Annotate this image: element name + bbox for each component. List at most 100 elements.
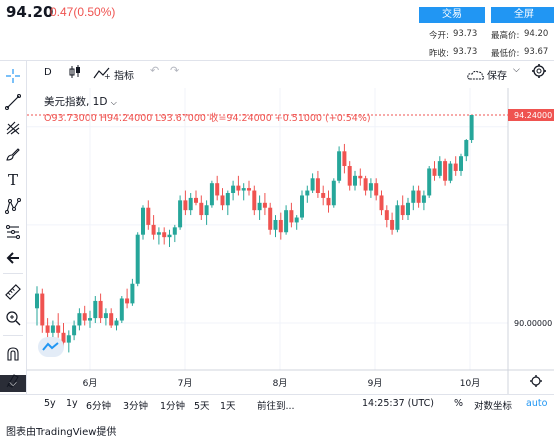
candle-body [172, 227, 177, 235]
candle-body [194, 197, 198, 203]
zoom-in-icon[interactable] [0, 306, 26, 330]
candle [209, 180, 214, 208]
candle [109, 308, 114, 328]
percent-scale-toggle[interactable]: % [454, 398, 464, 409]
undo-icon[interactable]: ↶ [150, 64, 160, 77]
candle-body [40, 293, 45, 326]
text-tool-icon[interactable]: T [7, 171, 18, 189]
pitchfork-tool-icon[interactable] [0, 116, 26, 140]
candle-body [215, 183, 220, 196]
candle-body [167, 234, 172, 238]
trend-line-tool-icon[interactable] [0, 90, 26, 114]
save-dropdown-chevron-icon[interactable]: ⌵ [513, 65, 520, 75]
candle-body [448, 163, 453, 181]
candle-body [289, 210, 294, 223]
candle [194, 190, 198, 206]
candle [411, 185, 416, 211]
pattern-tool-icon[interactable] [0, 194, 26, 218]
symbol-legend[interactable]: 美元指数, 1D ⌵ [44, 94, 117, 109]
range-6min-button[interactable]: 6分钟 [86, 401, 112, 412]
time-axis-label: 6月 [83, 378, 98, 389]
candle-body [204, 205, 209, 216]
collapse-chevron-down-icon[interactable]: ⌵ [0, 375, 26, 392]
candle [432, 161, 437, 181]
fullscreen-button[interactable]: 全屏 [491, 7, 554, 23]
candle-body [162, 232, 167, 238]
candle [331, 178, 336, 208]
brush-tool-icon[interactable] [0, 142, 26, 166]
magnet-icon[interactable] [0, 342, 26, 366]
price-chart[interactable]: 6月 7月 8月 9月 10月 94.24000 90.00000 [0, 88, 554, 394]
candle [268, 202, 273, 235]
range-1y-button[interactable]: 1y [66, 398, 78, 409]
range-5d-button[interactable]: 5天 [194, 401, 210, 412]
candle-body [294, 217, 299, 223]
stat-prev-close-value: 93.73 [453, 47, 478, 57]
candle-body [178, 200, 183, 228]
log-scale-toggle[interactable]: 对数坐标 [474, 401, 513, 412]
candle-body [35, 293, 39, 309]
candle-body [347, 166, 352, 186]
candle [400, 195, 405, 220]
candle-style-icon[interactable] [68, 64, 82, 80]
goto-date-button[interactable]: 前往到... [257, 401, 295, 412]
redo-icon[interactable]: ↷ [170, 64, 180, 77]
candle-body [459, 156, 463, 171]
candle [374, 178, 379, 201]
prediction-tool-icon[interactable] [0, 220, 26, 244]
candle [294, 215, 299, 230]
candle [183, 190, 188, 216]
back-arrow-icon[interactable] [0, 246, 26, 270]
candle [220, 188, 225, 211]
legend-chevron-down-icon[interactable]: ⌵ [110, 98, 117, 107]
footer-credit[interactable]: 图表由TradingView提供 [6, 427, 117, 438]
candle [305, 185, 310, 203]
candle-body [98, 300, 103, 319]
candle [77, 308, 82, 331]
range-1min-button[interactable]: 1分钟 [160, 401, 186, 412]
clock-timezone[interactable]: 14:25:37 (UTC) [362, 398, 434, 409]
indicators-icon[interactable]: + [93, 65, 111, 81]
candle [247, 180, 251, 196]
range-3min-button[interactable]: 3分钟 [123, 401, 149, 412]
candle-body [284, 210, 289, 233]
trade-button[interactable]: 交易 [419, 7, 485, 23]
range-5y-button[interactable]: 5y [44, 398, 56, 409]
candle-body [125, 298, 130, 304]
candle-body [225, 193, 230, 206]
candle-body [257, 202, 262, 211]
indicators-button[interactable]: 指标 [114, 71, 134, 82]
candle [427, 166, 432, 198]
candle [35, 286, 39, 326]
candle-body [464, 140, 469, 157]
cloud-save-icon[interactable] [466, 66, 486, 80]
settings-gear-icon[interactable] [531, 63, 547, 79]
stat-high-label: 最高价: [491, 31, 520, 41]
candle-body [135, 234, 140, 284]
candle [395, 200, 400, 233]
candle-body [368, 183, 373, 191]
ruler-tool-icon[interactable] [0, 280, 26, 304]
tradingview-logo-icon[interactable] [38, 337, 64, 357]
save-button[interactable]: 保存 [487, 71, 507, 82]
candle [416, 185, 421, 208]
range-1d-button[interactable]: 1天 [220, 401, 236, 412]
candle [141, 205, 145, 240]
auto-scale-toggle[interactable]: auto [526, 398, 548, 409]
interval-button[interactable]: D [44, 67, 52, 78]
candle-body [156, 232, 161, 235]
candle-body [231, 185, 236, 193]
candle [252, 185, 257, 216]
stat-low-label: 最低价: [491, 49, 520, 59]
candle [437, 156, 442, 179]
candle [459, 153, 463, 176]
candle [321, 185, 326, 206]
candle-body [400, 205, 405, 216]
crosshair-tool-icon[interactable] [0, 64, 26, 88]
candle-body [262, 202, 267, 208]
candle-body [103, 313, 108, 319]
candle [284, 205, 289, 235]
time-axis-settings-icon[interactable] [530, 375, 542, 387]
last-price: 94.20 [6, 3, 54, 21]
candle-body [236, 185, 241, 191]
